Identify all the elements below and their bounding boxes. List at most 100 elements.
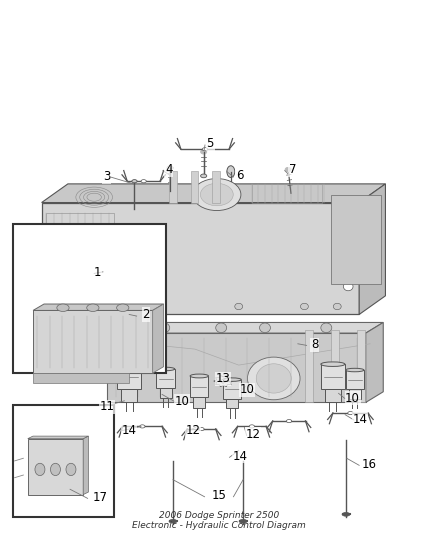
Bar	[169, 171, 177, 203]
Ellipse shape	[140, 425, 145, 428]
Bar	[357, 330, 365, 402]
Text: 17: 17	[92, 491, 107, 504]
Bar	[331, 330, 339, 402]
Bar	[156, 369, 175, 388]
Ellipse shape	[343, 282, 353, 291]
Text: 2006 Dodge Sprinter 2500
Electronic - Hydraulic Control Diagram: 2006 Dodge Sprinter 2500 Electronic - Hy…	[132, 511, 306, 530]
Ellipse shape	[35, 463, 45, 475]
Text: 14: 14	[122, 424, 137, 437]
Text: 12: 12	[246, 428, 261, 441]
Polygon shape	[107, 322, 383, 333]
Ellipse shape	[201, 174, 207, 178]
Polygon shape	[33, 304, 163, 310]
Bar	[13, 405, 114, 517]
Text: 13: 13	[216, 373, 231, 385]
Ellipse shape	[249, 425, 254, 428]
Bar	[226, 399, 238, 408]
Ellipse shape	[159, 323, 170, 333]
Text: 14: 14	[353, 413, 367, 426]
Bar	[121, 389, 137, 402]
Ellipse shape	[193, 179, 241, 211]
Bar	[321, 364, 345, 389]
Polygon shape	[28, 436, 88, 439]
Text: 10: 10	[345, 392, 360, 405]
Ellipse shape	[125, 303, 133, 310]
Polygon shape	[42, 184, 385, 203]
Ellipse shape	[321, 323, 332, 333]
Ellipse shape	[132, 180, 137, 183]
Ellipse shape	[156, 367, 175, 371]
Bar	[325, 389, 341, 402]
Ellipse shape	[235, 303, 243, 310]
Text: 15: 15	[212, 489, 226, 502]
Bar	[212, 171, 220, 203]
Ellipse shape	[221, 379, 226, 383]
Bar	[223, 379, 241, 399]
Text: 8: 8	[311, 338, 318, 351]
Text: 4: 4	[165, 163, 173, 176]
Text: 11: 11	[100, 400, 115, 413]
Ellipse shape	[223, 378, 241, 382]
Bar	[46, 213, 114, 304]
Ellipse shape	[200, 183, 233, 206]
Bar	[42, 203, 359, 314]
Ellipse shape	[343, 227, 353, 235]
Ellipse shape	[201, 150, 207, 154]
Bar	[33, 373, 129, 383]
Text: 16: 16	[362, 458, 377, 471]
Ellipse shape	[66, 463, 76, 475]
Text: 3: 3	[103, 171, 110, 183]
Ellipse shape	[57, 304, 69, 311]
Bar	[191, 171, 198, 203]
Bar	[346, 370, 364, 389]
Bar	[305, 330, 313, 402]
Polygon shape	[107, 333, 366, 402]
Polygon shape	[152, 304, 163, 373]
Ellipse shape	[199, 427, 204, 431]
Ellipse shape	[117, 304, 129, 311]
Bar	[331, 195, 381, 284]
Ellipse shape	[133, 254, 143, 263]
Polygon shape	[33, 310, 152, 373]
Bar	[13, 224, 166, 373]
Text: 1: 1	[93, 266, 101, 279]
Polygon shape	[359, 184, 385, 314]
Polygon shape	[214, 376, 233, 386]
Text: 7: 7	[289, 163, 297, 176]
Ellipse shape	[346, 368, 364, 372]
Ellipse shape	[348, 411, 353, 415]
Ellipse shape	[285, 167, 291, 172]
Ellipse shape	[169, 519, 177, 523]
Ellipse shape	[215, 323, 227, 333]
Ellipse shape	[167, 166, 173, 170]
Ellipse shape	[141, 180, 146, 183]
Ellipse shape	[286, 419, 292, 423]
Bar	[193, 397, 205, 408]
Ellipse shape	[342, 513, 350, 516]
Ellipse shape	[300, 303, 308, 310]
Ellipse shape	[59, 282, 68, 291]
Text: 6: 6	[236, 169, 244, 182]
Ellipse shape	[87, 304, 99, 311]
Ellipse shape	[190, 374, 208, 378]
Bar	[190, 376, 208, 397]
Bar	[117, 364, 141, 389]
Ellipse shape	[247, 357, 300, 400]
Ellipse shape	[227, 166, 235, 177]
Text: 10: 10	[174, 395, 189, 408]
Ellipse shape	[321, 362, 345, 367]
Polygon shape	[366, 322, 383, 402]
Text: 12: 12	[185, 424, 200, 437]
Text: 5: 5	[207, 138, 214, 150]
Ellipse shape	[117, 362, 141, 367]
Bar	[28, 439, 83, 495]
Ellipse shape	[59, 227, 68, 235]
Text: 14: 14	[233, 450, 247, 463]
Ellipse shape	[60, 303, 67, 310]
Ellipse shape	[259, 323, 271, 333]
Ellipse shape	[124, 323, 134, 333]
Ellipse shape	[50, 463, 60, 475]
Polygon shape	[83, 436, 88, 495]
Bar	[159, 388, 172, 398]
Ellipse shape	[256, 364, 291, 393]
